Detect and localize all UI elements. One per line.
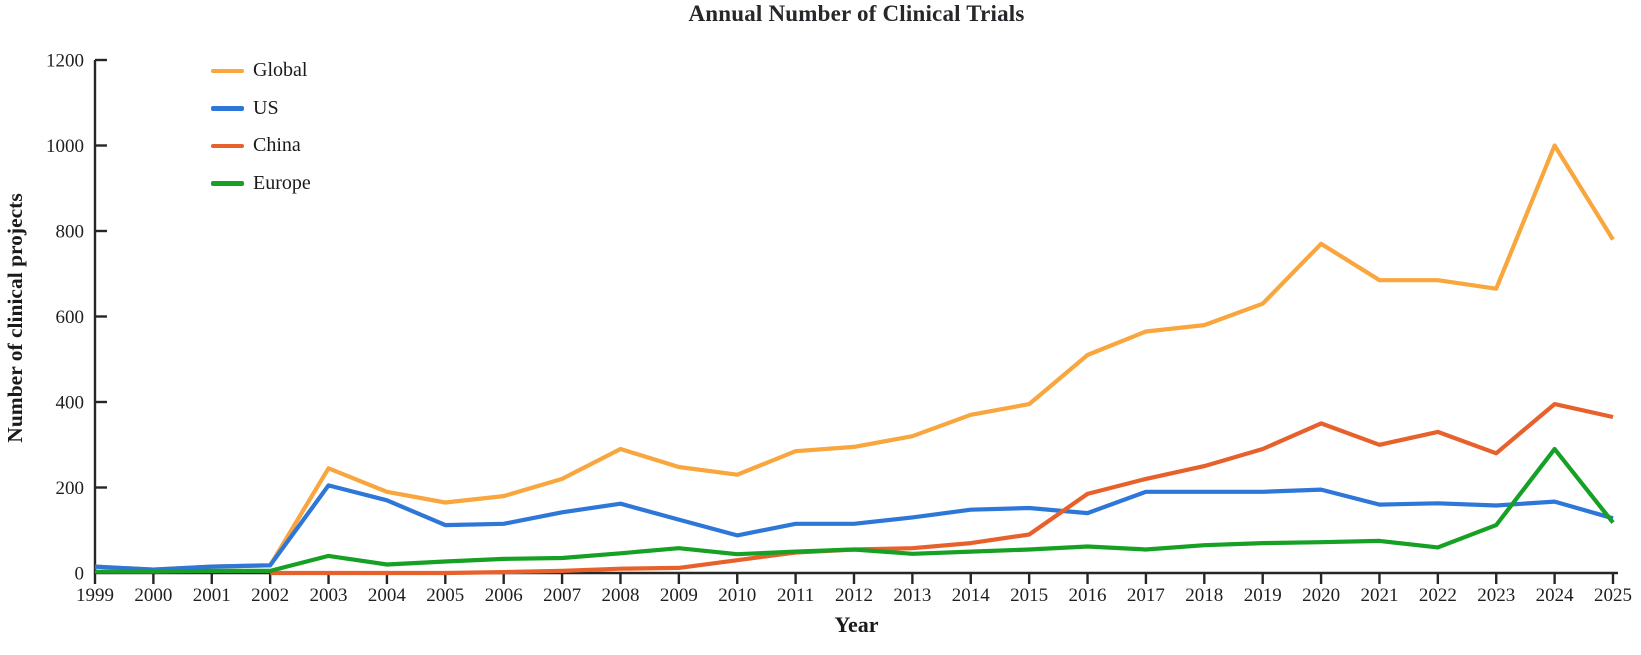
x-tick-label: 2019 [1244, 585, 1282, 606]
x-tick-label: 2018 [1185, 585, 1223, 606]
y-tick-label: 0 [75, 564, 85, 585]
y-tick-label: 600 [56, 307, 85, 328]
legend-item-us: US [211, 90, 311, 128]
legend-swatch-china [211, 143, 244, 149]
x-tick-label: 2013 [893, 585, 931, 606]
y-tick-label: 400 [56, 393, 85, 414]
x-tick-label: 2020 [1302, 585, 1340, 606]
axis-lines [93, 60, 1618, 575]
x-tick-label: 2024 [1536, 585, 1575, 606]
x-tick-label: 2004 [368, 585, 407, 606]
series-line-global [94, 143, 1615, 572]
chart-legend: Global US China Europe [211, 52, 311, 202]
y-tick-label: 1200 [46, 51, 84, 72]
x-tick-label: 1999 [76, 585, 114, 606]
x-tick-label: 2017 [1127, 585, 1165, 606]
x-tick-label: 2001 [193, 585, 231, 606]
x-axis-title: Year [834, 612, 879, 637]
x-tick-label: 2016 [1069, 585, 1107, 606]
y-tick-label: 200 [56, 478, 85, 499]
legend-item-global: Global [211, 52, 311, 90]
y-tick-label: 800 [56, 222, 85, 243]
x-tick-label: 2000 [134, 585, 172, 606]
series-line-us [94, 483, 1614, 572]
legend-swatch-us [211, 106, 244, 111]
x-tick-label: 2006 [485, 585, 523, 606]
x-tick-label: 2014 [952, 585, 991, 606]
legend-label-global: Global [253, 59, 308, 82]
series-line-europe [95, 446, 1615, 574]
x-tick-label: 2003 [310, 585, 348, 606]
x-tick-label: 2008 [601, 585, 639, 606]
x-tick-label: 2025 [1594, 585, 1632, 606]
legend-swatch-global [211, 68, 244, 74]
legend-label-china: China [253, 134, 301, 157]
x-tick-label: 2007 [543, 585, 581, 606]
chart-title: Annual Number of Clinical Trials [688, 1, 1025, 26]
series-line-china [270, 402, 1614, 576]
x-tick-label: 2010 [718, 585, 756, 606]
x-tick-label: 2005 [426, 585, 464, 606]
x-tick-label: 2002 [251, 585, 289, 606]
legend-label-us: US [253, 96, 279, 119]
x-tick-label: 2009 [660, 585, 698, 606]
x-tick-label: 2011 [777, 585, 814, 606]
legend-item-europe: Europe [211, 165, 311, 203]
x-tick-label: 2012 [835, 585, 873, 606]
x-tick-label: 2021 [1360, 585, 1398, 606]
x-tick-label: 2023 [1477, 585, 1515, 606]
y-tick-label: 1000 [46, 136, 84, 157]
legend-item-china: China [211, 127, 311, 165]
legend-label-europe: Europe [253, 172, 311, 195]
x-tick-label: 2022 [1419, 585, 1457, 606]
x-tick-label: 2015 [1010, 585, 1048, 606]
legend-swatch-europe [211, 181, 244, 186]
